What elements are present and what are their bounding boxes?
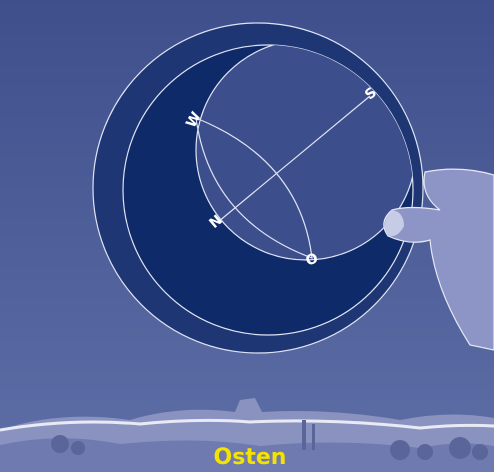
illustration: W S N O Osten xyxy=(0,0,494,472)
caption: Osten xyxy=(214,445,287,470)
page: {"compass": {"west": "W", "south": "S", … xyxy=(0,0,494,472)
